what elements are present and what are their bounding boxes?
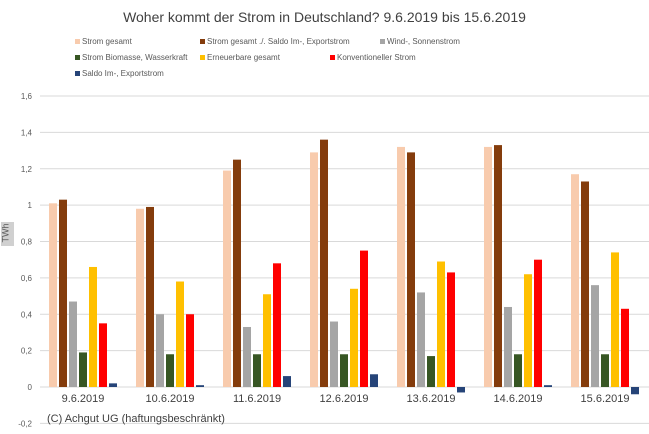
x-tick-label: 10.6.2019 — [146, 393, 195, 405]
x-tick-label: 14.6.2019 — [494, 393, 543, 405]
y-tick-label: 0,4 — [21, 310, 33, 319]
legend-label: Konventioneller Strom — [337, 53, 416, 62]
bar-erneuerbare-gesamt — [176, 281, 184, 387]
bar-konventioneller-strom — [273, 263, 281, 387]
bar-strom-gesamt-saldo-im-exportstrom — [407, 152, 415, 387]
bar-konventioneller-strom — [186, 314, 194, 387]
y-tick-label: 0,2 — [21, 347, 33, 356]
bar-konventioneller-strom — [99, 323, 107, 387]
bar-erneuerbare-gesamt — [89, 266, 97, 387]
bar-erneuerbare-gesamt — [350, 288, 358, 387]
bar-saldo-im-exportstrom — [283, 376, 291, 387]
legend-item: Erneuerbare gesamt — [200, 53, 280, 62]
bar-erneuerbare-gesamt — [524, 274, 532, 387]
legend-label: Erneuerbare gesamt — [207, 53, 280, 62]
y-axis-label: TWh — [0, 223, 11, 243]
bar-wind-sonnenstrom — [156, 314, 164, 387]
legend-label: Saldo Im-, Exportstrom — [82, 69, 164, 78]
bar-strom-gesamt-saldo-im-exportstrom — [494, 145, 502, 387]
y-tick-label: 1,2 — [21, 165, 33, 174]
bar-erneuerbare-gesamt — [263, 294, 271, 387]
bar-konventioneller-strom — [447, 272, 455, 387]
bar-konventioneller-strom — [360, 250, 368, 387]
bar-saldo-im-exportstrom — [631, 387, 639, 395]
x-tick-label: 9.6.2019 — [62, 393, 105, 405]
legend-label: Strom Biomasse, Wasserkraft — [82, 53, 188, 62]
bar-strom-gesamt-saldo-im-exportstrom — [146, 206, 154, 387]
legend-item: Konventioneller Strom — [330, 53, 416, 62]
bar-strom-gesamt — [310, 152, 318, 387]
y-axis-label-box: TWh — [1, 222, 14, 246]
bar-strom-biomasse-wasserkraft — [79, 352, 87, 387]
y-tick-label: 1,6 — [21, 92, 33, 101]
bar-erneuerbare-gesamt — [437, 261, 445, 387]
bar-strom-biomasse-wasserkraft — [166, 354, 174, 387]
y-tick-label: 0 — [28, 383, 33, 392]
y-tick-label: 1 — [28, 201, 33, 210]
bar-saldo-im-exportstrom — [457, 387, 465, 393]
legend-swatch — [200, 55, 205, 60]
bar-wind-sonnenstrom — [591, 285, 599, 387]
bar-strom-gesamt — [49, 203, 57, 387]
bar-wind-sonnenstrom — [243, 326, 251, 387]
bar-strom-gesamt — [571, 174, 579, 387]
copyright-note: (C) Achgut UG (haftungsbeschränkt) — [47, 413, 225, 425]
bar-strom-biomasse-wasserkraft — [253, 354, 261, 387]
y-tick-label: 0,8 — [21, 238, 33, 247]
legend-item: Strom gesamt ./. Saldo Im-, Exportstrom — [200, 37, 350, 46]
legend-label: Strom gesamt — [82, 37, 132, 46]
bar-konventioneller-strom — [534, 259, 542, 387]
bar-strom-gesamt-saldo-im-exportstrom — [320, 139, 328, 387]
x-tick-label: 13.6.2019 — [407, 393, 456, 405]
bar-strom-biomasse-wasserkraft — [340, 354, 348, 387]
legend-item: Saldo Im-, Exportstrom — [75, 69, 164, 78]
legend-swatch — [75, 55, 80, 60]
x-tick-label: 12.6.2019 — [320, 393, 369, 405]
bar-wind-sonnenstrom — [504, 306, 512, 387]
legend-item: Strom Biomasse, Wasserkraft — [75, 53, 188, 62]
x-tick-label: 11.6.2019 — [233, 393, 281, 405]
bar-konventioneller-strom — [621, 308, 629, 387]
legend-swatch — [330, 55, 335, 60]
bar-strom-gesamt — [484, 146, 492, 387]
bar-strom-gesamt-saldo-im-exportstrom — [581, 181, 589, 387]
bar-wind-sonnenstrom — [330, 321, 338, 387]
bar-erneuerbare-gesamt — [611, 252, 619, 387]
legend-item: Strom gesamt — [75, 37, 132, 46]
bar-strom-biomasse-wasserkraft — [601, 354, 609, 387]
bar-saldo-im-exportstrom — [544, 385, 552, 387]
legend-swatch — [75, 71, 80, 76]
bar-strom-gesamt-saldo-im-exportstrom — [233, 159, 241, 387]
bar-saldo-im-exportstrom — [109, 383, 117, 387]
legend-swatch — [75, 39, 80, 44]
bar-saldo-im-exportstrom — [370, 374, 378, 387]
y-tick-label: 1,4 — [21, 128, 33, 137]
bar-strom-gesamt — [397, 146, 405, 387]
legend-label: Wind-, Sonnenstrom — [387, 37, 460, 46]
bar-wind-sonnenstrom — [417, 292, 425, 387]
y-tick-label: -0,2 — [18, 419, 32, 428]
bar-strom-biomasse-wasserkraft — [514, 354, 522, 387]
legend-item: Wind-, Sonnenstrom — [380, 37, 460, 46]
bar-strom-biomasse-wasserkraft — [427, 356, 435, 387]
y-tick-label: 0,6 — [21, 274, 33, 283]
legend-swatch — [200, 39, 205, 44]
bar-strom-gesamt-saldo-im-exportstrom — [59, 199, 67, 387]
legend-swatch — [380, 39, 385, 44]
bar-strom-gesamt — [136, 208, 144, 387]
x-tick-label: 15.6.2019 — [581, 393, 630, 405]
bar-wind-sonnenstrom — [69, 301, 77, 387]
bar-saldo-im-exportstrom — [196, 385, 204, 387]
bar-strom-gesamt — [223, 170, 231, 387]
chart-title: Woher kommt der Strom in Deutschland? 9.… — [123, 9, 526, 25]
legend-label: Strom gesamt ./. Saldo Im-, Exportstrom — [207, 37, 350, 46]
